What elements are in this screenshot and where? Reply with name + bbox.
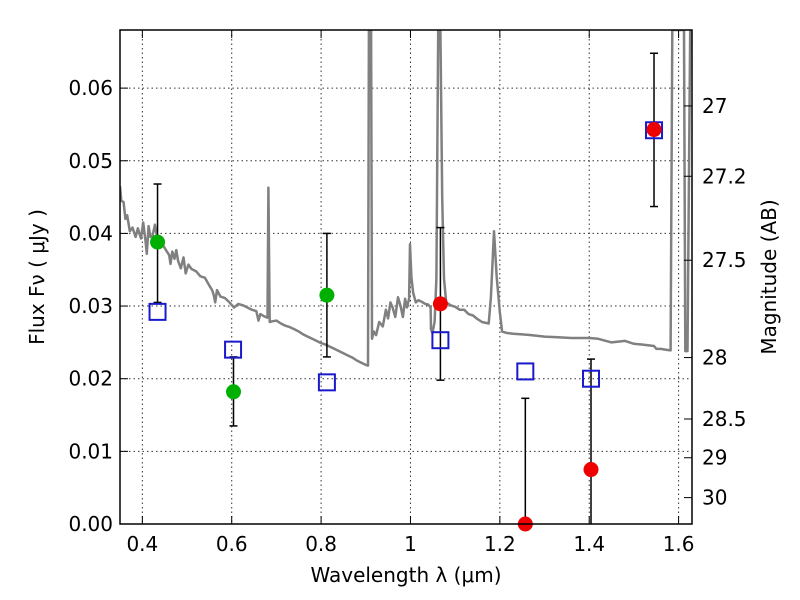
x-tick-label: 0.6 <box>216 532 248 556</box>
plot-area <box>120 30 692 367</box>
x-tick-label: 0.8 <box>305 532 337 556</box>
y-tick-label: 0.00 <box>68 512 113 536</box>
mag-tick-label: 29 <box>702 446 727 470</box>
axis-ticks <box>120 30 692 525</box>
open-square-marker <box>582 369 601 388</box>
y-tick-label: 0.02 <box>68 367 113 391</box>
y2-axis-label: Magnitude (AB) <box>757 199 781 354</box>
open-square-marker <box>431 331 450 350</box>
model-spectrum-line <box>120 30 692 367</box>
open-square-marker <box>317 373 336 392</box>
plot-frame <box>119 29 693 525</box>
open-square-marker <box>224 340 243 359</box>
y-tick-label: 0.04 <box>68 221 113 245</box>
mag-tick-label: 27 <box>702 94 727 118</box>
tick-labels: 0.4 0.6 0.8 1 1.2 1.4 1.6 0.00 0.01 0.02 0.03 0.04 0… <box>68 76 746 556</box>
y-tick-label: 0.05 <box>68 149 113 173</box>
markers <box>148 121 664 532</box>
x-tick-label: 1.6 <box>663 532 695 556</box>
y-tick-label: 0.06 <box>68 76 113 100</box>
y-axis-label: Flux Fν ( μJy ) <box>25 209 49 345</box>
circle-marker <box>319 287 335 303</box>
mag-tick-label: 30 <box>702 486 727 510</box>
open-square-marker <box>148 302 167 321</box>
mag-tick-label: 27.2 <box>702 164 747 188</box>
y-tick-label: 0.03 <box>68 294 113 318</box>
x-tick-label: 1 <box>404 532 417 556</box>
mag-tick-label: 27.5 <box>702 248 747 272</box>
circle-marker <box>583 462 599 478</box>
mag-tick-label: 28.5 <box>702 407 747 431</box>
circle-marker <box>226 384 242 400</box>
error-bars <box>153 52 659 524</box>
mag-tick-label: 28 <box>702 346 727 370</box>
x-tick-label: 1.2 <box>484 532 516 556</box>
circle-marker <box>150 234 166 250</box>
x-axis-label: Wavelength λ (μm) <box>310 563 501 587</box>
x-tick-label: 1.4 <box>573 532 605 556</box>
open-square-marker <box>516 362 535 381</box>
x-tick-label: 0.4 <box>126 532 158 556</box>
circle-marker <box>646 122 662 138</box>
y-tick-label: 0.01 <box>68 439 113 463</box>
circle-marker <box>432 296 448 312</box>
